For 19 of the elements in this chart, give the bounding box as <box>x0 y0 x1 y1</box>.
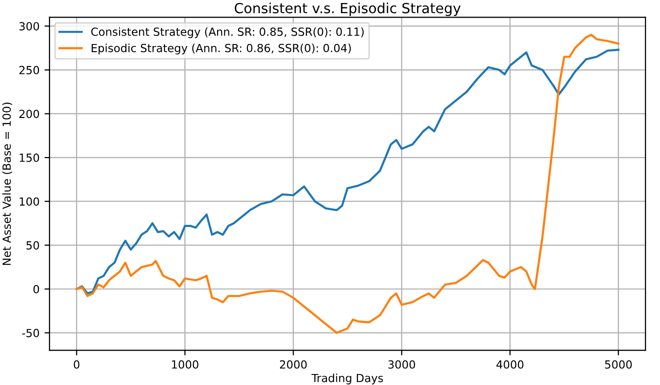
x-tick-label: 2000 <box>280 360 307 369</box>
x-tick-label: 4000 <box>496 360 524 369</box>
legend-label: Consistent Strategy (Ann. SR: 0.85, SSR(0): 0.11) <box>91 27 364 38</box>
y-tick-label: 50 <box>26 241 40 250</box>
y-tick-label: 300 <box>19 22 40 30</box>
y-tick-label: 0 <box>33 284 40 294</box>
x-tick-label: 3000 <box>388 360 416 369</box>
chart-title: Consistent v.s. Episodic Strategy <box>234 2 461 16</box>
x-tick-label: 5000 <box>605 360 632 369</box>
y-tick-label: 200 <box>19 110 40 118</box>
x-tick-label: 0 <box>74 360 80 369</box>
y-tick-label: 150 <box>20 154 40 162</box>
x-tick-label: 1000 <box>172 360 198 369</box>
legend-label: Episodic Strategy (Ann. SR: 0.86, SSR(0): 0.04) <box>92 44 351 54</box>
x-axis-title: Trading Days <box>311 374 383 384</box>
y-tick-label: 250 <box>19 66 40 74</box>
y-tick-label: 100 <box>20 197 40 206</box>
y-axis-title: Net Asset Value (Base = 100) <box>2 102 12 265</box>
y-tick-label: -50 <box>22 328 40 338</box>
